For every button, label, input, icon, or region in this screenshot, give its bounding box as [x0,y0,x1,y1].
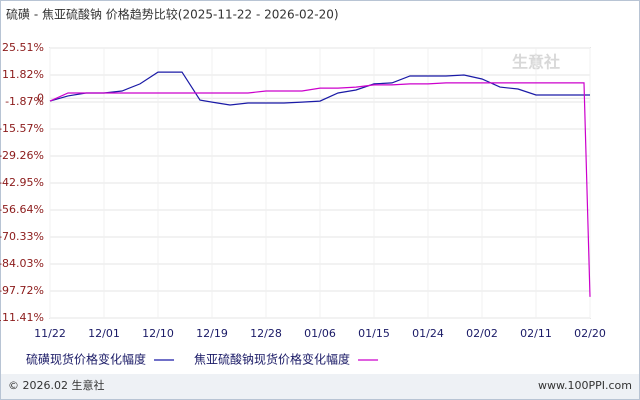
y-tick-label: -56.64% [0,203,44,216]
legend-label: 硫磺现货价格变化幅度 [26,352,146,367]
x-tick-label: 01/06 [304,327,336,340]
x-tick-label: 12/01 [88,327,120,340]
y-tick-label: -29.26% [0,149,44,162]
footer-site: www.100PPI.com [538,379,632,392]
series-line [49,82,591,297]
y-tick-label: -15.57% [0,122,44,135]
y-tick-label: -111.41% [0,311,44,324]
y-tick-label: -84.03% [0,257,44,270]
footer-bar [1,374,639,399]
y-tick-label: -97.72% [0,284,44,297]
y-tick-label: -70.33% [0,230,44,243]
y-tick-label: 25.51% [2,41,44,54]
x-tick-label: 12/10 [142,327,174,340]
x-tick-label: 12/28 [250,327,282,340]
legend-label: 焦亚硫酸钠现货价格变化幅度 [194,352,350,367]
x-tick-label: 01/15 [358,327,390,340]
chart-title: 硫磺 - 焦亚硫酸钠 价格趋势比较(2025-11-22 - 2026-02-2… [6,7,339,22]
y-tick-label: 11.82% [2,68,44,81]
x-tick-label: 12/19 [196,327,228,340]
y-tick-label: 0 [37,91,44,104]
series-line [49,71,590,106]
y-tick-label: -1.87% [5,95,44,108]
x-tick-label: 02/11 [520,327,552,340]
x-tick-label: 11/22 [34,327,66,340]
x-tick-label: 01/24 [412,327,444,340]
y-tick-label: -42.95% [0,176,44,189]
x-tick-label: 02/02 [466,327,498,340]
x-tick-label: 02/20 [574,327,606,340]
footer-copyright: © 2026.02 生意社 [8,378,104,392]
